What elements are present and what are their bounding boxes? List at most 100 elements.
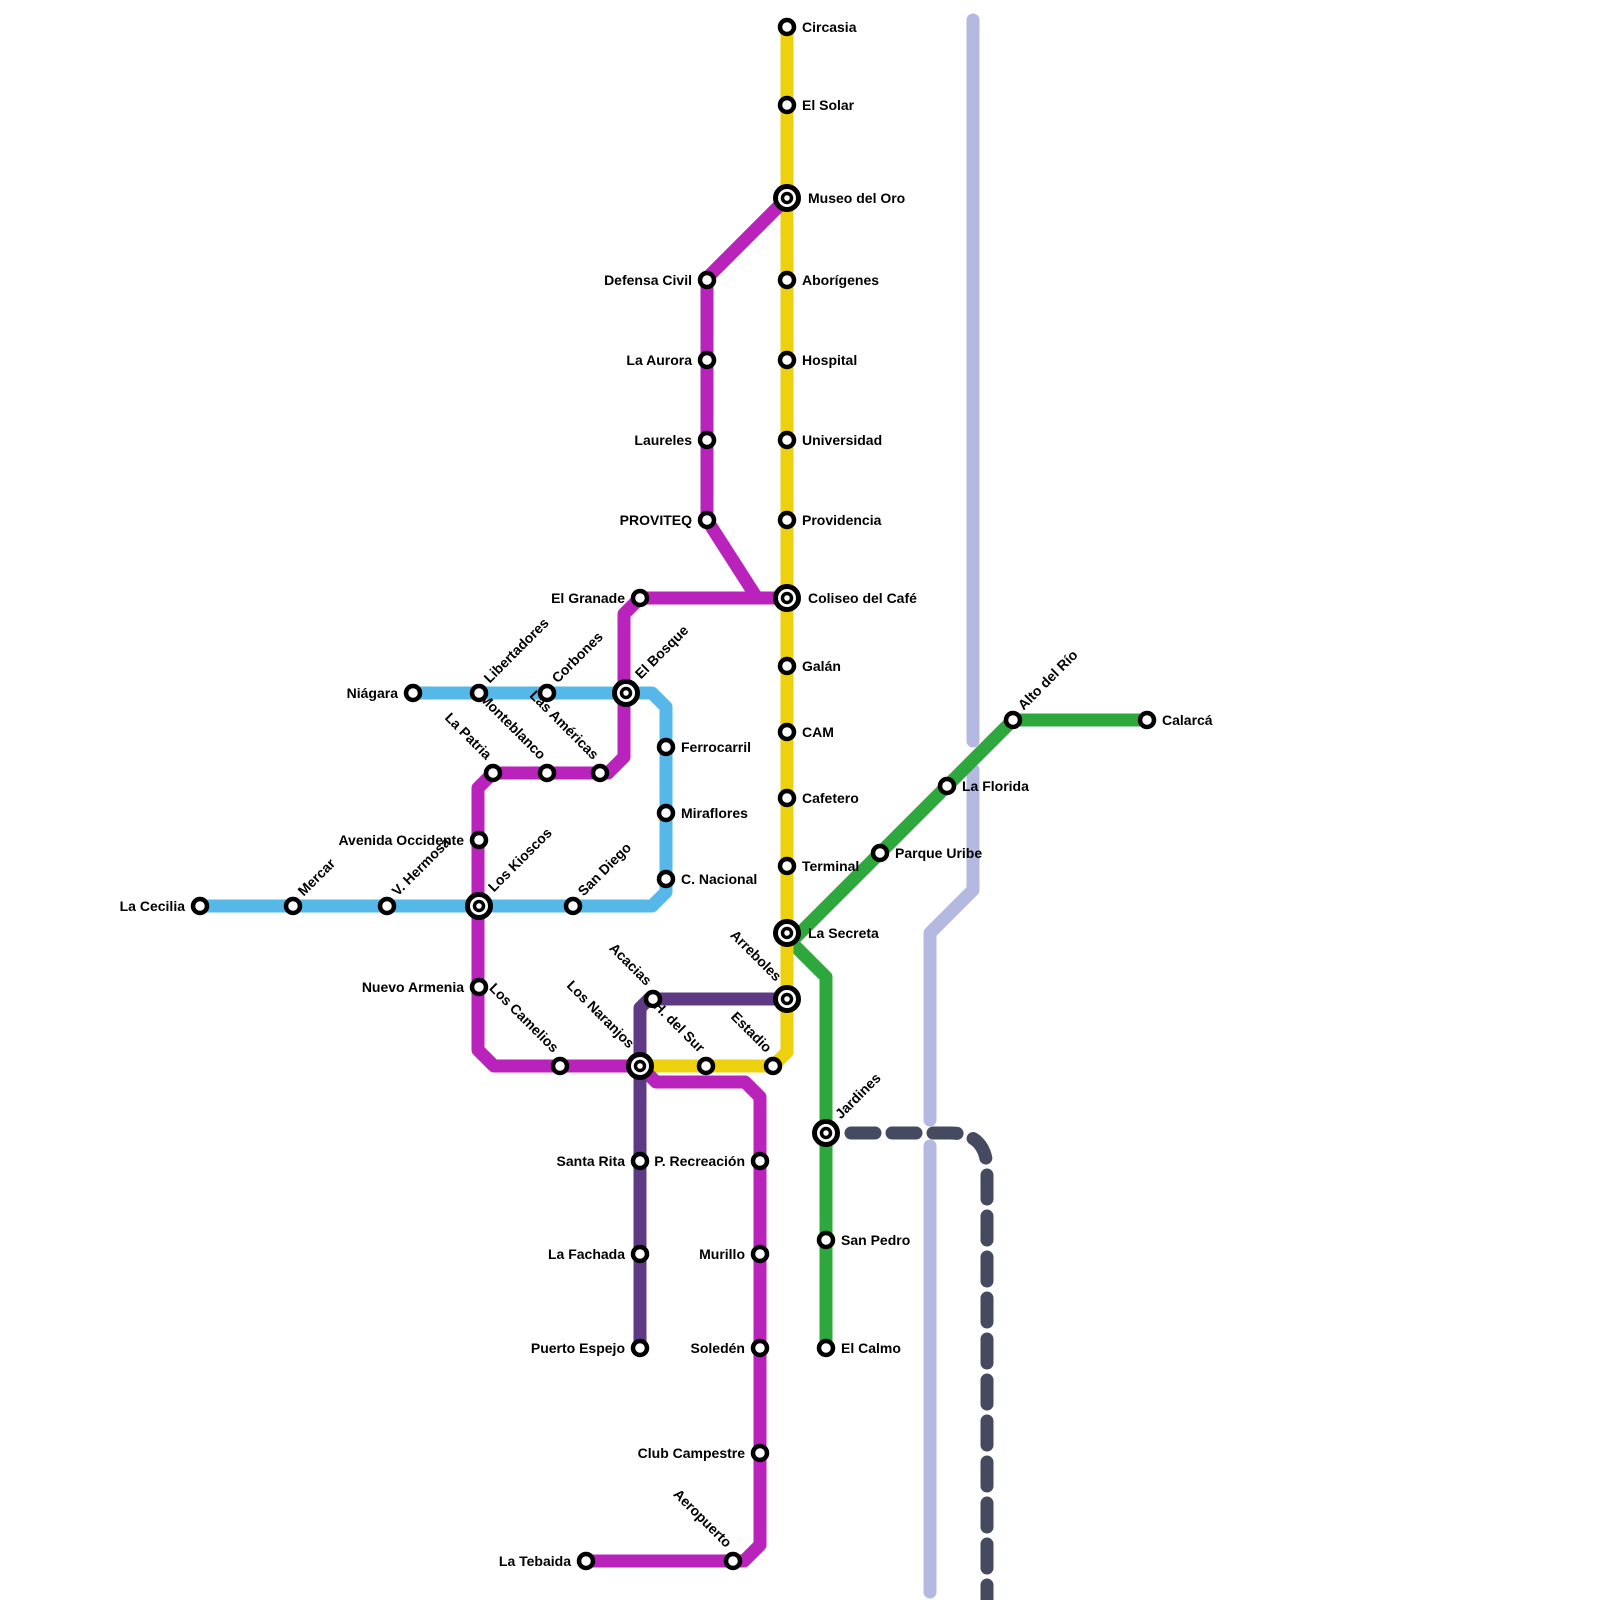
station-la-secreta[interactable]: La Secreta: [773, 919, 880, 947]
station-marker[interactable]: [777, 722, 797, 742]
station-la-cecilia[interactable]: La Cecilia: [120, 896, 210, 916]
station-marker[interactable]: [630, 1338, 650, 1358]
station-marker[interactable]: [576, 1551, 596, 1571]
station-santa-rita[interactable]: Santa Rita: [557, 1151, 650, 1171]
station-marker[interactable]: [777, 17, 797, 37]
station-aborigenes[interactable]: Aborígenes: [777, 270, 879, 290]
station-marker[interactable]: [777, 270, 797, 290]
station-label: Universidad: [802, 432, 882, 448]
station-parque-uribe[interactable]: Parque Uribe: [870, 843, 982, 863]
station-marker[interactable]: [697, 270, 717, 290]
station-marker[interactable]: [750, 1151, 770, 1171]
station-marker[interactable]: [550, 1056, 570, 1076]
station-los-camelios[interactable]: Los Camelios: [486, 980, 570, 1076]
station-marker[interactable]: [723, 1551, 743, 1571]
station-marker[interactable]: [777, 430, 797, 450]
station-marker[interactable]: [469, 977, 489, 997]
station-marker[interactable]: [777, 656, 797, 676]
station-marker[interactable]: [630, 588, 650, 608]
station-avenida-occidente[interactable]: Avenida Occidente: [338, 830, 489, 850]
station-proviteq[interactable]: PROVITEQ: [620, 510, 717, 530]
station-marker[interactable]: [697, 510, 717, 530]
station-defensa-civil[interactable]: Defensa Civil: [604, 270, 717, 290]
station-marker[interactable]: [643, 989, 663, 1009]
station-marker[interactable]: [816, 1230, 836, 1250]
station-soleden[interactable]: Soledén: [691, 1338, 770, 1358]
station-marker[interactable]: [697, 350, 717, 370]
station-p-recreacion[interactable]: P. Recreación: [654, 1151, 770, 1171]
station-marker[interactable]: [750, 1338, 770, 1358]
station-marker[interactable]: [750, 1443, 770, 1463]
station-label: Circasia: [802, 19, 857, 35]
station-label: San Diego: [574, 839, 634, 899]
station-marker[interactable]: [190, 896, 210, 916]
station-la-fachada[interactable]: La Fachada: [548, 1244, 650, 1264]
interchange-marker-center: [780, 191, 794, 205]
station-la-tebaida[interactable]: La Tebaida: [499, 1551, 596, 1571]
station-marker[interactable]: [763, 1056, 783, 1076]
station-calarca[interactable]: Calarcá: [1137, 710, 1213, 730]
station-marker[interactable]: [283, 896, 303, 916]
station-nuevo-armenia[interactable]: Nuevo Armenia: [362, 977, 489, 997]
station-galan[interactable]: Galán: [777, 656, 841, 676]
station-marker[interactable]: [697, 430, 717, 450]
dark-purple-line: [633, 992, 794, 1355]
station-marker[interactable]: [403, 683, 423, 703]
station-marker[interactable]: [656, 869, 676, 889]
station-marker[interactable]: [590, 763, 610, 783]
station-marker[interactable]: [630, 1244, 650, 1264]
station-murillo[interactable]: Murillo: [699, 1244, 770, 1264]
station-marker[interactable]: [696, 1056, 716, 1076]
station-marker[interactable]: [377, 896, 397, 916]
station-marker[interactable]: [563, 896, 583, 916]
station-miraflores[interactable]: Miraflores: [656, 803, 748, 823]
station-circasia[interactable]: Circasia: [777, 17, 857, 37]
station-marker[interactable]: [750, 1244, 770, 1264]
station-museo-del-oro[interactable]: Museo del Oro: [773, 184, 906, 212]
station-label: Los Naranjos: [564, 977, 638, 1051]
station-la-florida[interactable]: La Florida: [937, 776, 1029, 796]
station-c-nacional[interactable]: C. Nacional: [656, 869, 757, 889]
station-el-solar[interactable]: El Solar: [777, 95, 855, 115]
station-marker[interactable]: [537, 763, 557, 783]
station-coliseo-del-cafe[interactable]: Coliseo del Café: [773, 584, 918, 612]
station-las-americas[interactable]: Las Américas: [527, 687, 610, 783]
station-el-granade[interactable]: El Granade: [551, 588, 650, 608]
station-laureles[interactable]: Laureles: [634, 430, 717, 450]
station-label: La Cecilia: [120, 898, 186, 914]
station-niagara[interactable]: Niágara: [347, 683, 423, 703]
station-marker[interactable]: [469, 683, 489, 703]
station-puerto-espejo[interactable]: Puerto Espejo: [531, 1338, 650, 1358]
station-marker[interactable]: [1003, 710, 1023, 730]
station-providencia[interactable]: Providencia: [777, 510, 882, 530]
station-marker[interactable]: [537, 683, 557, 703]
station-marker[interactable]: [777, 350, 797, 370]
station-marker[interactable]: [777, 856, 797, 876]
station-marker[interactable]: [777, 95, 797, 115]
station-marker[interactable]: [630, 1151, 650, 1171]
station-universidad[interactable]: Universidad: [777, 430, 882, 450]
station-club-campestre[interactable]: Club Campestre: [638, 1443, 770, 1463]
station-marker[interactable]: [777, 510, 797, 530]
station-marker[interactable]: [777, 788, 797, 808]
station-marker[interactable]: [870, 843, 890, 863]
station-marker[interactable]: [656, 803, 676, 823]
station-hospital[interactable]: Hospital: [777, 350, 857, 370]
station-terminal[interactable]: Terminal: [777, 856, 859, 876]
station-la-patria[interactable]: La Patria: [442, 709, 503, 783]
station-marker[interactable]: [816, 1338, 836, 1358]
station-cafetero[interactable]: Cafetero: [777, 788, 859, 808]
station-marker[interactable]: [937, 776, 957, 796]
station-label: Club Campestre: [638, 1445, 746, 1461]
station-marker[interactable]: [1137, 710, 1157, 730]
station-cam[interactable]: CAM: [777, 722, 834, 742]
station-marker[interactable]: [656, 737, 676, 757]
station-marker[interactable]: [483, 763, 503, 783]
station-ferrocarril[interactable]: Ferrocarril: [656, 737, 751, 757]
station-marker[interactable]: [469, 830, 489, 850]
station-san-pedro[interactable]: San Pedro: [816, 1230, 910, 1250]
station-acacias[interactable]: Acacias: [606, 940, 663, 1009]
station-el-calmo[interactable]: El Calmo: [816, 1338, 901, 1358]
station-la-aurora[interactable]: La Aurora: [626, 350, 717, 370]
station-label: La Secreta: [808, 925, 879, 941]
